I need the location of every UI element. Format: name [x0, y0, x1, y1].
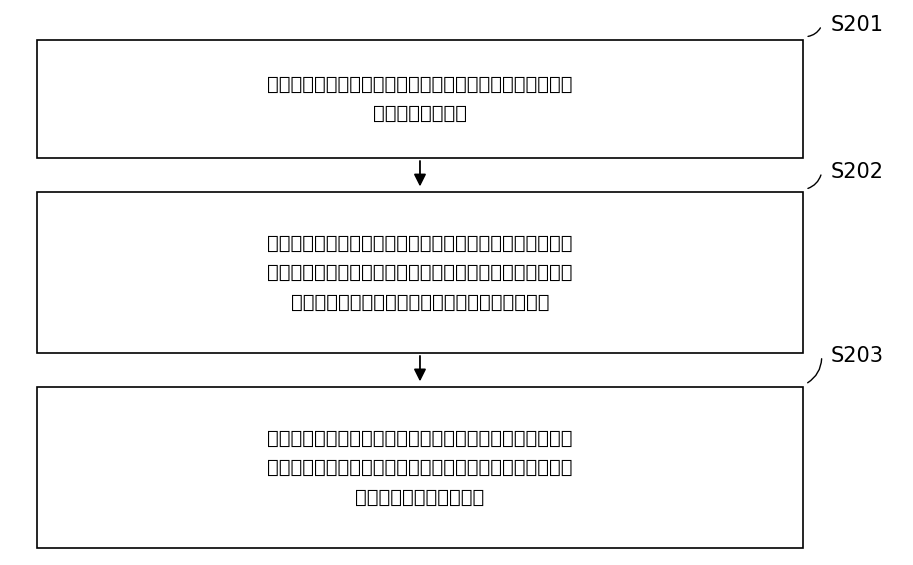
Text: 针对目标发送节点的每一条链路，根据目标发送节点的链路
的数据包优先级总值和数据包最大优先级总值，计算目标发
送节点的链路的抢占系数: 针对目标发送节点的每一条链路，根据目标发送节点的链路 的数据包优先级总值和数据包… [268, 428, 572, 507]
FancyBboxPatch shape [37, 40, 803, 158]
Text: S201: S201 [831, 15, 884, 36]
FancyBboxPatch shape [37, 192, 803, 353]
FancyBboxPatch shape [37, 387, 803, 548]
Text: 针对目标发送节点的每一条链路，根据目标发送节点的链路
的报文发送队列长度和报文发送队列中各数据包对应的优先
级，计算目标发送节点的链路的数据包优先级总值: 针对目标发送节点的每一条链路，根据目标发送节点的链路 的报文发送队列长度和报文发… [268, 233, 572, 312]
Text: S202: S202 [831, 162, 884, 182]
Text: S203: S203 [831, 346, 884, 366]
Text: 根据报文发送队列最大长度和数据包最大优先级，计算数据
包最大优先级总值: 根据报文发送队列最大长度和数据包最大优先级，计算数据 包最大优先级总值 [268, 75, 572, 123]
